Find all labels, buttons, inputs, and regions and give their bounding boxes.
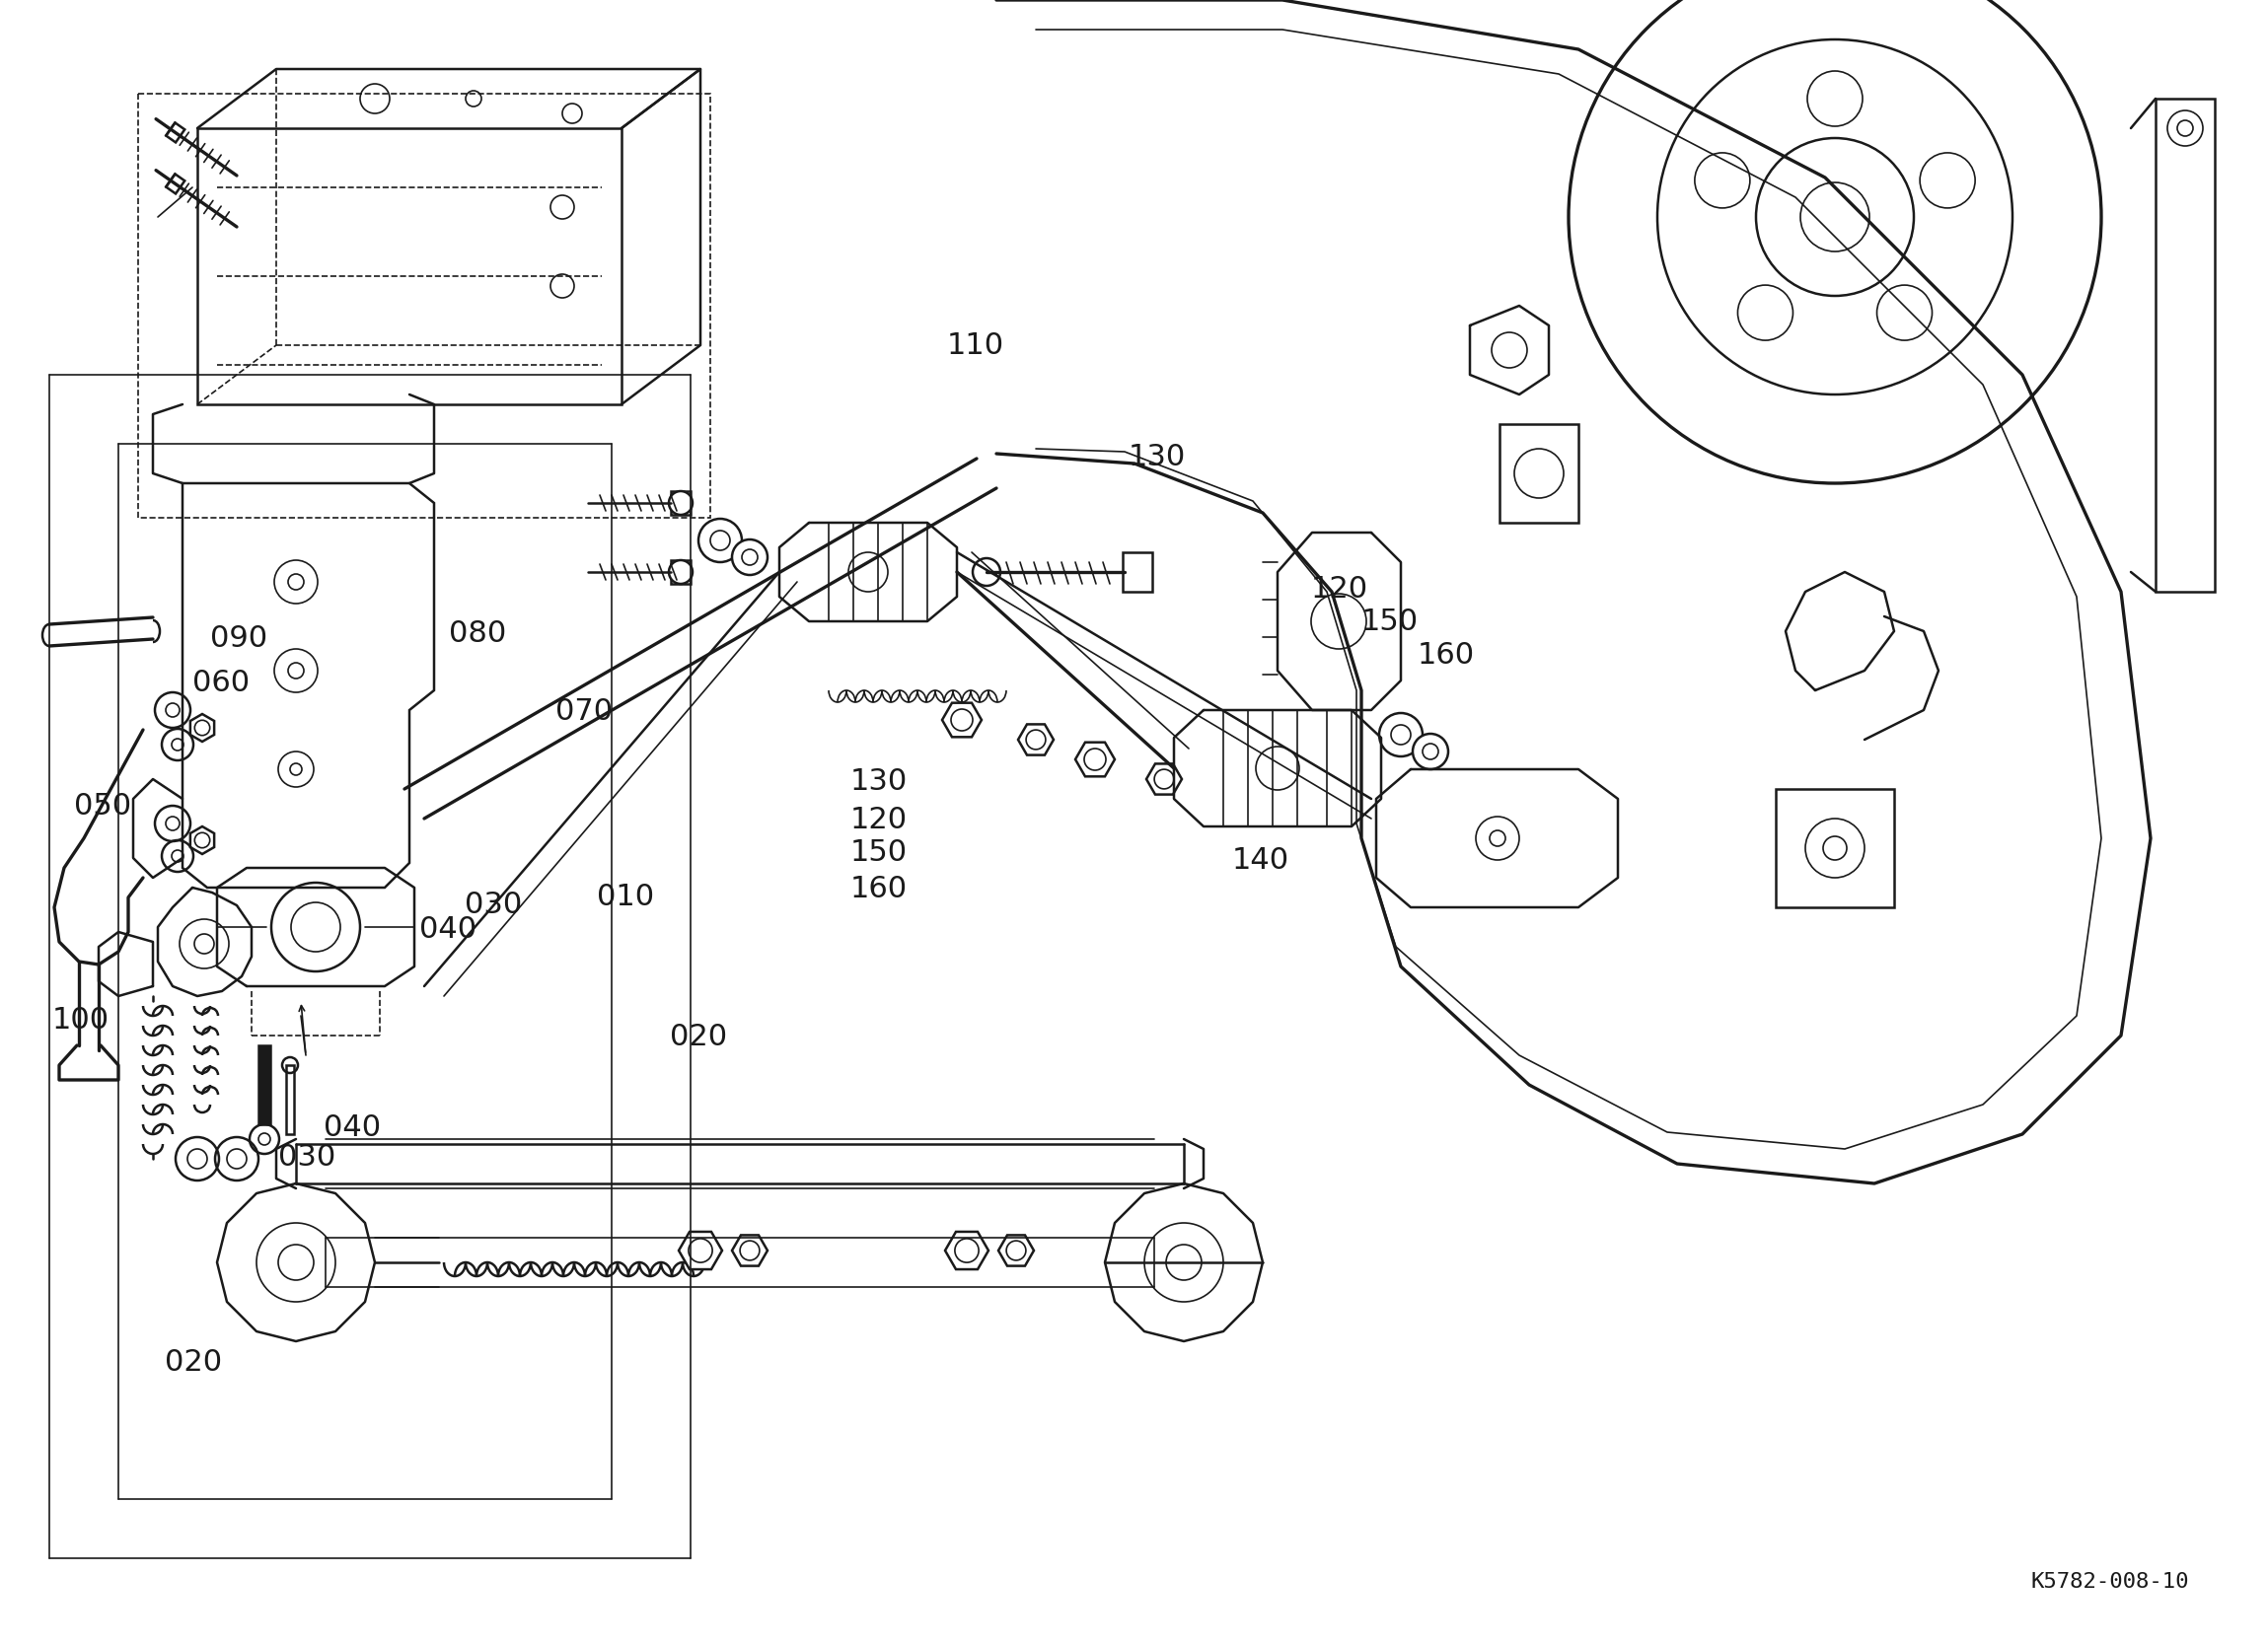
Text: 120: 120 [1311,574,1368,604]
Text: 060: 060 [193,668,249,698]
Text: 150: 150 [850,838,907,867]
Polygon shape [998,1234,1034,1266]
Circle shape [973,558,1000,586]
Polygon shape [191,826,213,854]
Circle shape [669,560,692,584]
Text: 130: 130 [850,767,907,797]
Polygon shape [1018,724,1055,756]
Bar [671,491,689,515]
Text: 020: 020 [669,1022,728,1052]
Text: 150: 150 [1361,607,1418,637]
Circle shape [1379,713,1422,757]
Polygon shape [941,703,982,737]
Bar [138,94,710,518]
Text: 160: 160 [1418,640,1474,670]
Polygon shape [1075,742,1116,777]
Polygon shape [678,1231,721,1269]
Bar [1123,553,1152,591]
Text: 160: 160 [850,874,907,904]
Text: 140: 140 [1232,846,1288,876]
Text: 020: 020 [166,1348,222,1378]
Polygon shape [191,714,213,742]
Circle shape [699,518,742,563]
Circle shape [733,540,767,574]
Text: K5782-008-10: K5782-008-10 [2030,1572,2189,1592]
Text: 100: 100 [52,1006,109,1035]
Circle shape [1413,734,1449,769]
Bar [286,1065,295,1134]
Bar [671,560,689,584]
Text: 070: 070 [556,696,612,726]
Text: 080: 080 [449,619,506,649]
Polygon shape [166,174,184,194]
Bar [2155,99,2216,591]
Bar [259,1045,270,1124]
Text: 030: 030 [279,1142,336,1172]
Text: 090: 090 [211,624,268,653]
Circle shape [669,491,692,515]
Polygon shape [733,1234,767,1266]
Bar [1499,425,1579,523]
Text: 130: 130 [1127,443,1186,472]
Text: 040: 040 [420,915,476,945]
Text: 110: 110 [946,331,1005,360]
Text: 040: 040 [324,1113,381,1142]
Text: 010: 010 [596,882,653,912]
Bar [1776,788,1894,907]
Text: 050: 050 [75,792,132,821]
Bar [197,128,621,405]
Text: 120: 120 [850,805,907,835]
Text: 030: 030 [465,890,522,920]
Polygon shape [1145,764,1182,795]
Polygon shape [166,123,184,143]
Polygon shape [946,1231,989,1269]
